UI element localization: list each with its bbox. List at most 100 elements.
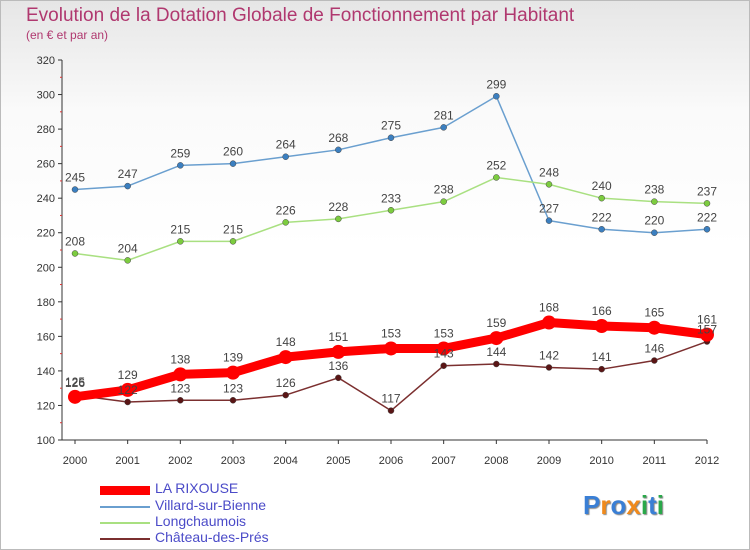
data-point-chateau-des-pres [545, 364, 553, 371]
x-tick-label: 2009 [537, 455, 561, 467]
data-label-longchaumois: 228 [328, 200, 348, 214]
data-label-la-rixouse: 148 [276, 335, 296, 349]
data-point-la-rixouse [647, 320, 662, 335]
x-tick-label: 2008 [484, 455, 508, 467]
data-point-la-rixouse [68, 389, 82, 404]
data-label-villard-sur-bienne: 260 [223, 145, 243, 159]
data-point-longchaumois [71, 250, 79, 257]
data-label-longchaumois: 237 [697, 184, 717, 198]
legend-label: LA RIXOUSE [155, 480, 239, 496]
x-tick-label: 2006 [379, 455, 403, 467]
data-point-la-rixouse [331, 344, 346, 359]
data-label-longchaumois: 226 [276, 203, 296, 217]
y-tick-label: 220 [37, 228, 55, 240]
logo-letter: P [583, 490, 601, 520]
x-tick-label: 2004 [273, 455, 297, 467]
legend-swatch [100, 522, 150, 524]
data-point-la-rixouse [384, 341, 398, 356]
y-tick-label: 180 [37, 297, 55, 309]
data-label-la-rixouse: 165 [644, 306, 664, 320]
chart-title: Evolution de la Dotation Globale de Fonc… [26, 5, 575, 26]
data-point-chateau-des-pres [229, 397, 237, 404]
data-label-villard-sur-bienne: 264 [276, 138, 296, 152]
data-label-villard-sur-bienne: 268 [328, 131, 348, 145]
data-point-villard-sur-bienne [703, 226, 711, 233]
data-label-longchaumois: 252 [486, 158, 506, 172]
data-label-chateau-des-pres: 146 [644, 342, 664, 356]
data-point-chateau-des-pres [177, 397, 184, 404]
data-label-la-rixouse: 139 [223, 351, 243, 365]
data-label-longchaumois: 208 [65, 234, 85, 248]
data-point-longchaumois [387, 207, 395, 214]
data-point-longchaumois [545, 181, 553, 188]
data-label-la-rixouse: 125 [65, 375, 85, 389]
data-point-villard-sur-bienne [598, 226, 605, 233]
data-label-villard-sur-bienne: 281 [434, 108, 454, 122]
data-point-villard-sur-bienne [651, 229, 658, 236]
x-tick-label: 2002 [168, 455, 192, 467]
data-label-villard-sur-bienne: 220 [644, 214, 664, 228]
data-point-la-rixouse [542, 315, 556, 330]
data-label-chateau-des-pres: 141 [592, 350, 612, 364]
y-tick-label: 140 [37, 366, 55, 378]
legend-label: Longchaumois [155, 513, 247, 529]
x-tick-label: 2007 [431, 455, 455, 467]
data-label-villard-sur-bienne: 227 [539, 202, 559, 216]
data-point-villard-sur-bienne [387, 134, 395, 141]
data-point-la-rixouse [173, 367, 188, 382]
y-tick-label: 200 [37, 262, 55, 274]
data-label-villard-sur-bienne: 259 [170, 146, 190, 160]
data-point-villard-sur-bienne [282, 153, 289, 160]
data-label-la-rixouse: 166 [592, 304, 612, 318]
data-label-la-rixouse: 159 [486, 316, 506, 330]
data-point-villard-sur-bienne [545, 217, 553, 224]
data-label-la-rixouse: 138 [170, 352, 190, 366]
data-label-villard-sur-bienne: 247 [118, 167, 138, 181]
data-label-la-rixouse: 153 [381, 326, 401, 340]
legend-swatch [100, 506, 150, 508]
data-point-villard-sur-bienne [177, 162, 184, 169]
x-tick-label: 2001 [115, 455, 139, 467]
legend-swatch [100, 486, 150, 495]
legend-swatch [100, 538, 150, 540]
data-label-villard-sur-bienne: 275 [381, 119, 401, 133]
data-label-villard-sur-bienne: 222 [697, 210, 717, 224]
data-point-villard-sur-bienne [71, 186, 79, 193]
legend-label: Villard-sur-Bienne [155, 497, 267, 513]
data-point-longchaumois [229, 238, 237, 245]
data-point-chateau-des-pres [387, 407, 395, 414]
data-label-longchaumois: 238 [434, 183, 454, 197]
y-tick-label: 280 [37, 124, 55, 136]
data-point-longchaumois [493, 174, 500, 181]
data-label-chateau-des-pres: 123 [170, 381, 190, 395]
x-tick-label: 2012 [695, 455, 719, 467]
data-point-chateau-des-pres [335, 374, 342, 382]
data-point-chateau-des-pres [124, 398, 131, 406]
data-label-chateau-des-pres: 126 [65, 376, 85, 390]
data-label-longchaumois: 248 [539, 165, 559, 179]
data-label-chateau-des-pres: 142 [539, 348, 559, 362]
data-point-villard-sur-bienne [124, 182, 131, 190]
data-point-longchaumois [177, 238, 184, 245]
data-label-chateau-des-pres: 136 [328, 359, 348, 373]
logo-letter: i [656, 490, 664, 520]
data-label-chateau-des-pres: 144 [486, 345, 506, 359]
logo-letter: r [600, 490, 611, 520]
data-label-villard-sur-bienne: 222 [592, 210, 612, 224]
y-tick-label: 240 [37, 193, 55, 205]
data-label-chateau-des-pres: 143 [434, 347, 454, 361]
data-point-chateau-des-pres [598, 365, 605, 373]
data-point-chateau-des-pres [651, 357, 658, 364]
data-point-la-rixouse [436, 341, 451, 356]
data-point-villard-sur-bienne [229, 160, 237, 167]
data-label-chateau-des-pres: 122 [118, 383, 138, 397]
data-label-chateau-des-pres: 123 [223, 381, 243, 395]
data-label-la-rixouse: 151 [328, 330, 348, 344]
logo-letter: i [640, 490, 649, 520]
y-tick-label: 100 [37, 435, 55, 447]
y-tick-label: 120 [37, 400, 55, 412]
data-point-longchaumois [124, 257, 131, 264]
data-point-chateau-des-pres [493, 360, 500, 368]
